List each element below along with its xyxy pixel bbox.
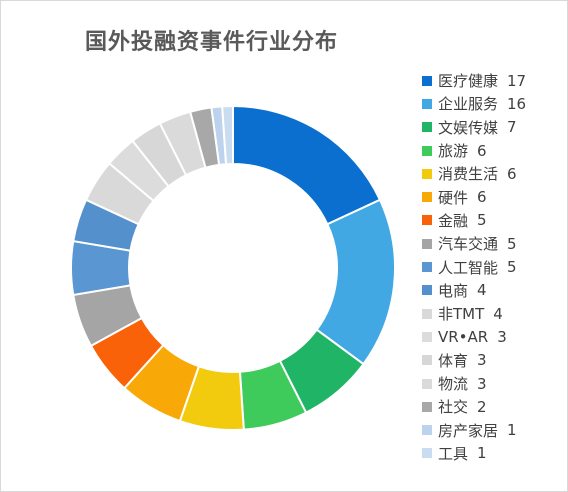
- legend-item[interactable]: 硬件 6: [422, 185, 562, 208]
- legend-label: 汽车交通: [438, 235, 499, 254]
- legend-label: 房产家居: [438, 421, 499, 440]
- legend-label: 非TMT: [438, 305, 485, 324]
- legend-value: 3: [497, 327, 507, 346]
- legend-item[interactable]: VR•AR 3: [422, 325, 562, 348]
- legend-label: 文娱传媒: [438, 118, 499, 137]
- legend-swatch: [422, 355, 432, 366]
- legend-label: 体育: [438, 351, 469, 370]
- legend-value: 1: [507, 421, 517, 440]
- legend-item[interactable]: 工具 1: [422, 442, 562, 465]
- legend-item[interactable]: 医疗健康 17: [422, 69, 562, 92]
- legend-value: 17: [507, 71, 527, 90]
- legend-value: 6: [477, 141, 487, 160]
- legend-label: 工具: [438, 444, 469, 463]
- legend-value: 3: [477, 351, 487, 370]
- legend-label: 硬件: [438, 188, 469, 207]
- legend-swatch: [422, 401, 432, 412]
- legend-swatch: [422, 75, 432, 86]
- legend-swatch: [422, 425, 432, 436]
- legend-swatch: [422, 262, 432, 273]
- legend-item[interactable]: 房产家居 1: [422, 418, 562, 441]
- legend-value: 6: [477, 188, 487, 207]
- legend-swatch: [422, 308, 432, 319]
- legend-label: 消费生活: [438, 165, 499, 184]
- legend-label: 电商: [438, 281, 469, 300]
- legend-swatch: [422, 215, 432, 226]
- legend-label: 金融: [438, 211, 469, 230]
- legend-swatch: [422, 192, 432, 203]
- legend-value: 5: [507, 258, 517, 277]
- legend-label: 旅游: [438, 142, 469, 161]
- legend-item[interactable]: 企业服务 16: [422, 92, 562, 115]
- legend-value: 1: [477, 444, 487, 463]
- legend-item[interactable]: 体育 3: [422, 349, 562, 372]
- legend-label: 人工智能: [438, 258, 499, 277]
- chart-title: 国外投融资事件行业分布: [85, 30, 339, 55]
- legend-value: 3: [477, 374, 487, 393]
- legend-label: 社交: [438, 398, 469, 417]
- legend-item[interactable]: 文娱传媒 7: [422, 116, 562, 139]
- legend-label: VR•AR: [438, 327, 489, 346]
- legend-value: 6: [507, 164, 517, 183]
- legend-value: 5: [507, 234, 517, 253]
- legend-item[interactable]: 人工智能 5: [422, 255, 562, 278]
- legend-item[interactable]: 物流 3: [422, 372, 562, 395]
- donut-slice-0[interactable]: [232, 104, 382, 226]
- legend-swatch: [422, 238, 432, 249]
- legend-swatch: [422, 145, 432, 156]
- legend-item[interactable]: 消费生活 6: [422, 162, 562, 185]
- legend-item[interactable]: 电商 4: [422, 279, 562, 302]
- legend-label: 企业服务: [438, 95, 499, 114]
- legend-item[interactable]: 金融 5: [422, 209, 562, 232]
- legend-swatch: [422, 285, 432, 296]
- legend-item[interactable]: 非TMT 4: [422, 302, 562, 325]
- legend-swatch: [422, 378, 432, 389]
- donut-slice-16[interactable]: [221, 104, 234, 166]
- legend-item[interactable]: 汽车交通 5: [422, 232, 562, 255]
- legend-swatch: [422, 331, 432, 342]
- legend-swatch: [422, 122, 432, 133]
- legend-value: 4: [477, 281, 487, 300]
- legend-swatch: [422, 98, 432, 109]
- legend-value: 7: [507, 118, 517, 137]
- legend-value: 4: [493, 304, 503, 323]
- legend-label: 物流: [438, 375, 469, 393]
- legend-value: 2: [477, 397, 487, 416]
- legend-value: 5: [477, 211, 487, 230]
- legend-label: 医疗健康: [438, 72, 499, 91]
- legend-item[interactable]: 旅游 6: [422, 139, 562, 162]
- legend-value: 16: [507, 94, 527, 113]
- legend-item[interactable]: 社交 2: [422, 395, 562, 418]
- legend: 医疗健康 17 企业服务 16 文娱传媒 7 旅游 6 消费生活 6 硬件 6 金融 5 汽车交通 5 人工智能…: [422, 69, 562, 465]
- legend-swatch: [422, 448, 432, 459]
- legend-swatch: [422, 168, 432, 179]
